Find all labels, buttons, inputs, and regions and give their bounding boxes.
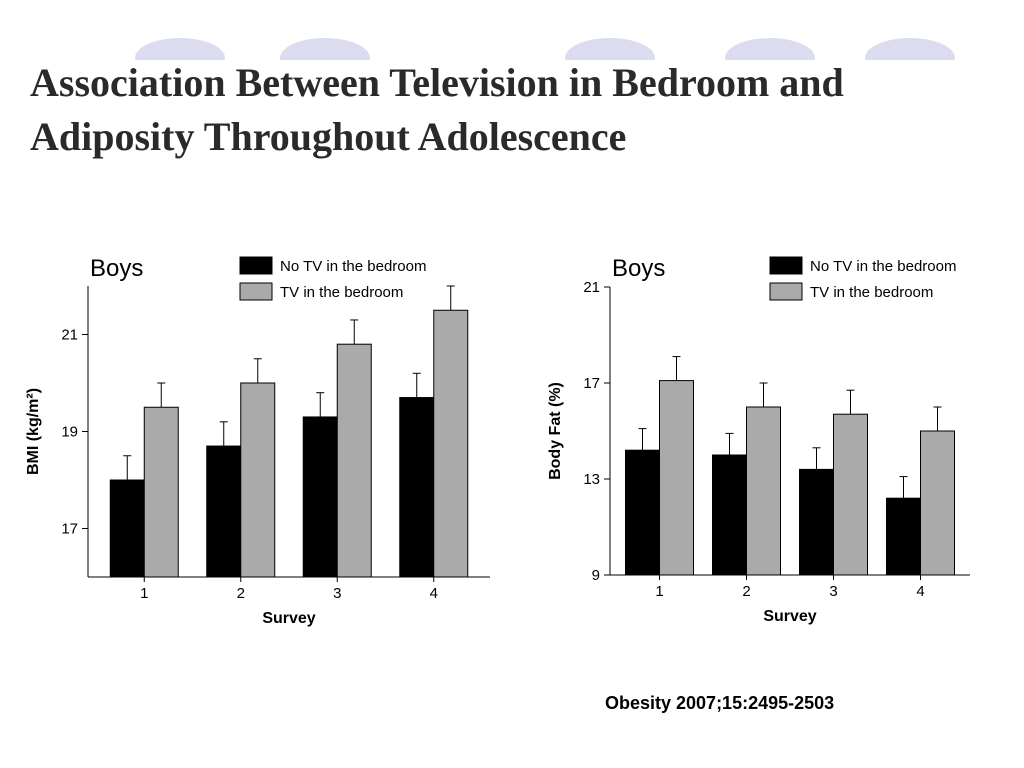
bar-tv [833,413,868,576]
body-fat-bar-chart: 9 13 17 21 1 2 3 4 Survey Body Fat (%) Boys No TV i… [540,250,1000,630]
bar-no-tv [799,468,834,576]
decorative-ovals [135,38,955,60]
decorative-oval [725,38,815,60]
decorative-oval [135,38,225,60]
x-tick-label: 3 [333,585,341,602]
bar-no-tv [625,449,660,576]
bar-no-tv [206,445,242,578]
slide-title: Association Between Television in Bedroo… [30,56,1000,164]
x-tick-label: 1 [140,585,148,602]
bar-no-tv [712,454,747,576]
bmi-bar-chart: 17 19 21 1 2 3 4 Survey BMI (kg/m²) Boys No TV in … [20,250,500,630]
bar-no-tv [302,416,338,578]
bar-tv [659,380,694,576]
slide-title-line-2: Adiposity Throughout Adolescence [30,114,627,159]
y-tick-label: 13 [583,471,600,488]
y-axis-label: Body Fat (%) [547,382,564,480]
bar-no-tv [886,497,921,576]
chart-title: Boys [90,255,143,282]
x-tick-label: 1 [655,583,663,600]
x-tick-label: 2 [742,583,750,600]
slide-title-line-1: Association Between Television in Bedroo… [30,60,844,105]
x-axis-label: Survey [763,608,816,625]
legend-label: No TV in the bedroom [810,258,956,275]
decorative-oval [565,38,655,60]
y-tick-label: 21 [61,327,78,344]
bar-tv [240,382,276,578]
decorative-header-band [0,0,1024,60]
bar-no-tv [399,397,435,578]
legend-label: TV in the bedroom [810,284,933,301]
legend-label: TV in the bedroom [280,284,403,301]
bar-tv [143,406,179,578]
legend-swatch-no-tv [769,256,803,275]
bar-tv [920,430,955,576]
y-tick-label: 21 [583,279,600,296]
decorative-oval [865,38,955,60]
bar-tv [433,309,469,578]
x-tick-label: 2 [237,585,245,602]
y-axis-label: BMI (kg/m²) [25,388,42,475]
legend-swatch-tv [769,282,803,301]
y-tick-label: 19 [61,424,78,441]
x-tick-label: 3 [829,583,837,600]
legend-label: No TV in the bedroom [280,258,426,275]
bar-no-tv [109,479,145,578]
x-tick-label: 4 [916,583,924,600]
legend-swatch-tv [239,282,273,301]
x-axis-label: Survey [262,610,315,627]
bar-tv [336,343,372,578]
decorative-oval [280,38,370,60]
chart-title: Boys [612,255,665,282]
x-tick-label: 4 [430,585,438,602]
y-tick-label: 9 [592,567,600,584]
y-tick-label: 17 [61,521,78,538]
legend-swatch-no-tv [239,256,273,275]
citation: Obesity 2007;15:2495-2503 [605,693,835,713]
bar-tv [746,406,781,576]
y-tick-label: 17 [583,375,600,392]
